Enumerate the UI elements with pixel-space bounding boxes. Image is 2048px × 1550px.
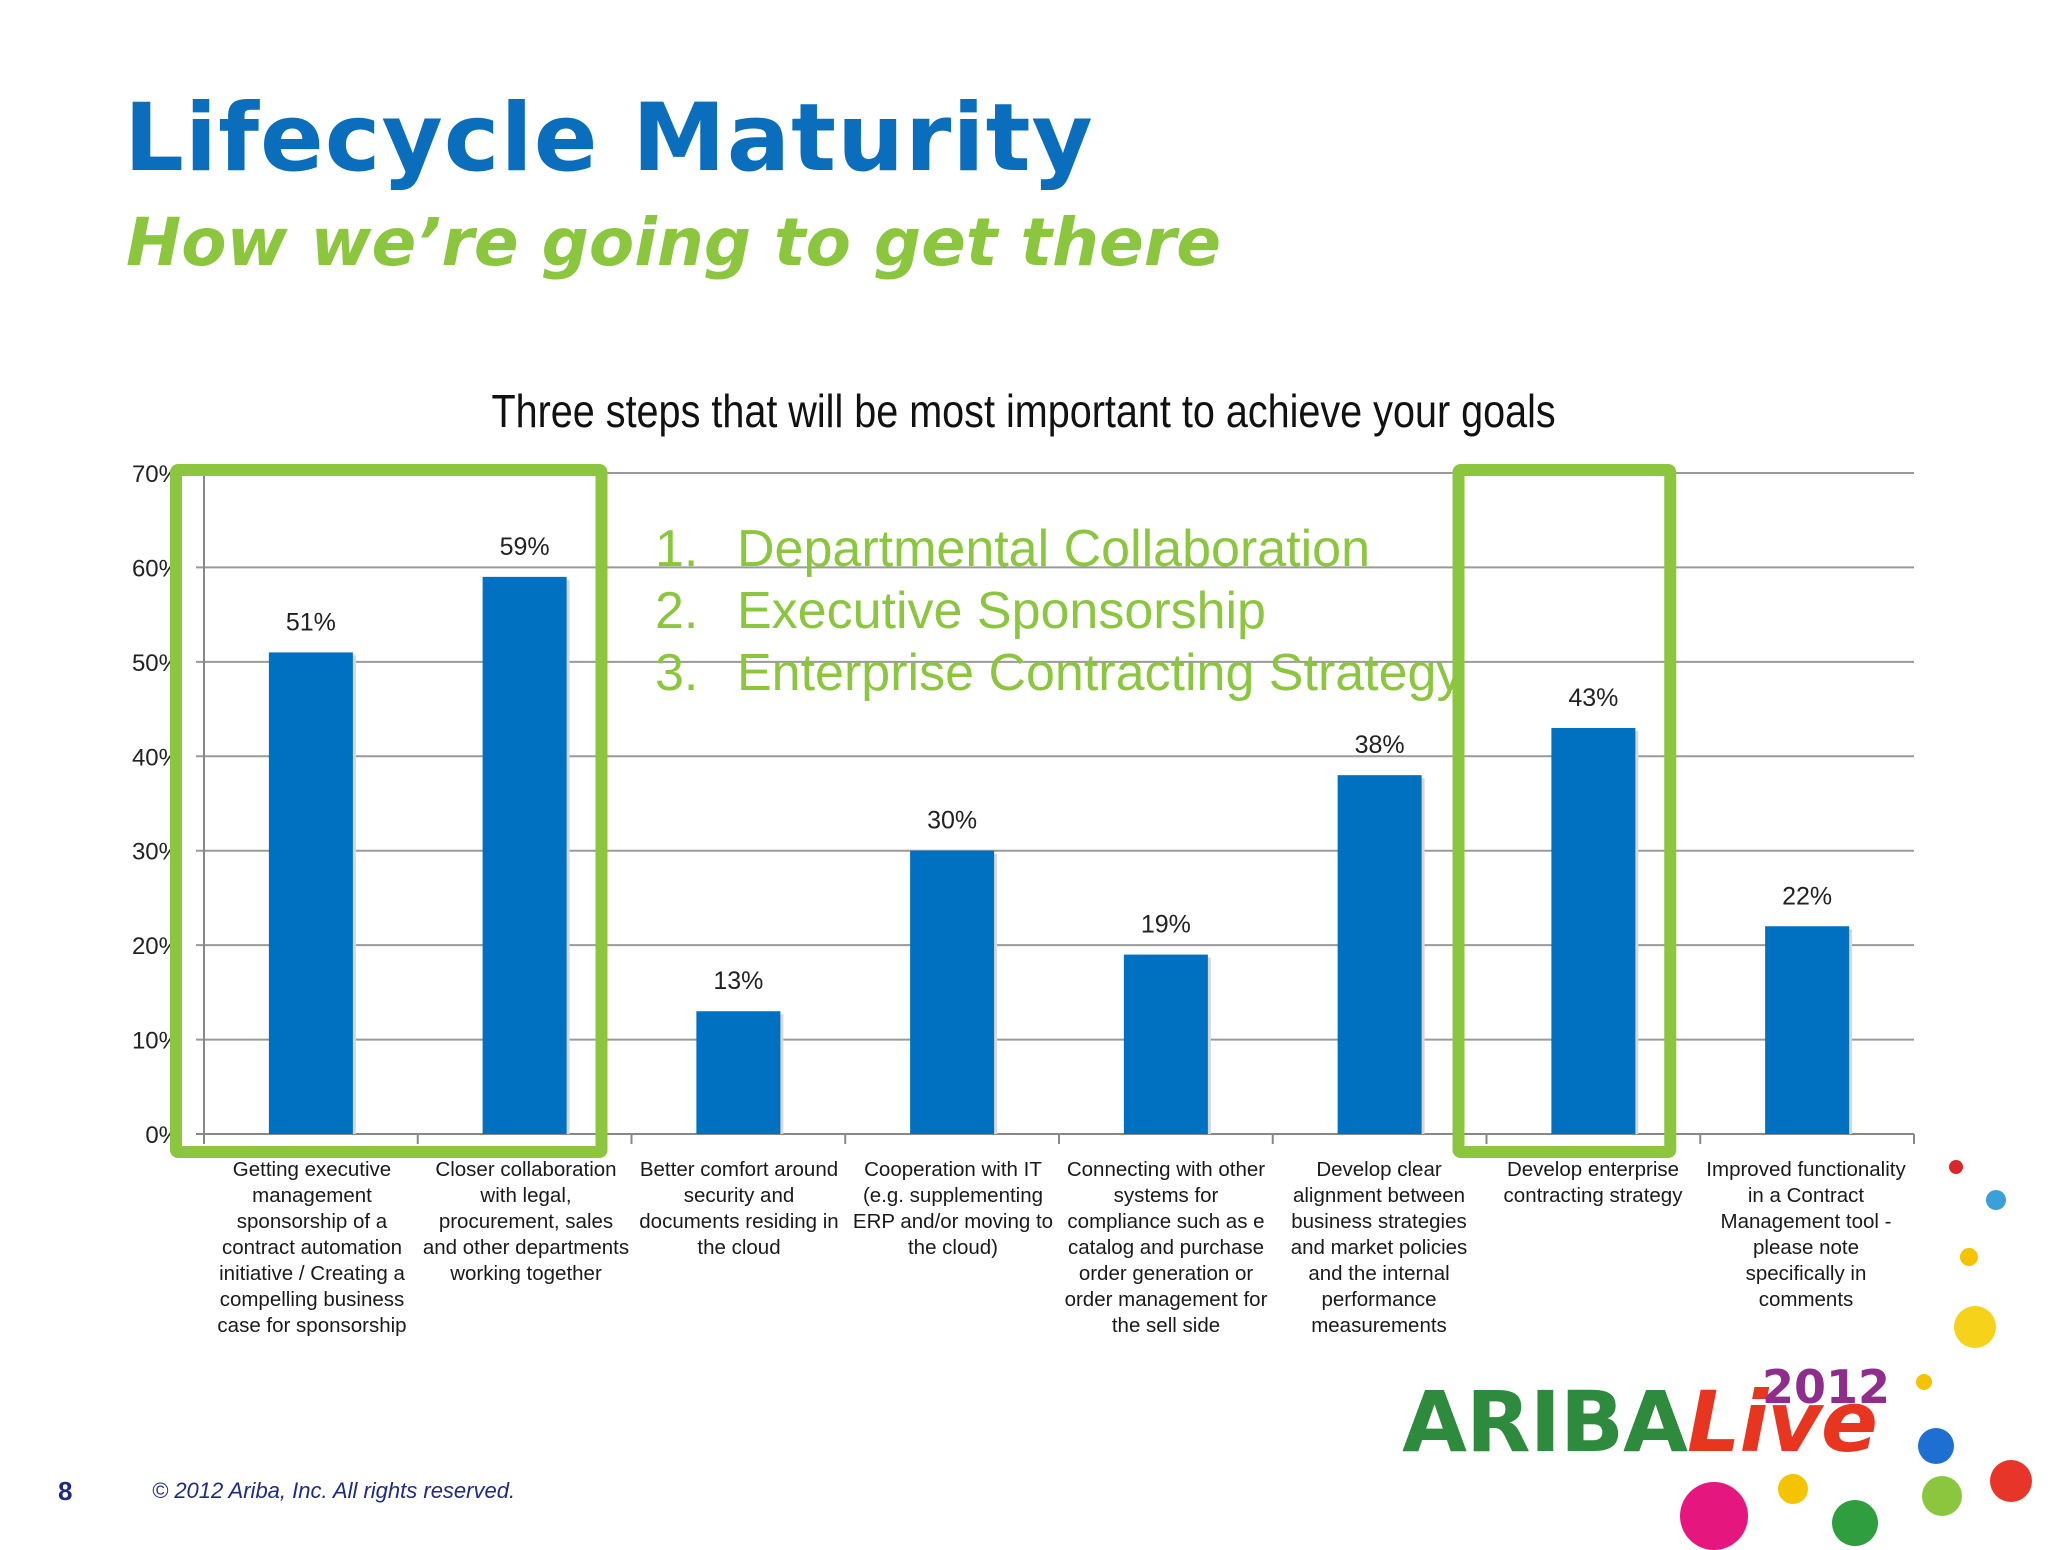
slide-title: Lifecycle Maturity bbox=[124, 84, 1094, 193]
data-label: 38% bbox=[1355, 731, 1405, 759]
dot bbox=[1986, 1190, 2006, 1210]
category-label-7: Develop enterprise contracting strategy bbox=[1503, 1158, 1683, 1207]
dot bbox=[1778, 1474, 1808, 1504]
priority-list: 1. Departmental Collaboration 2. Executive… bbox=[655, 518, 1462, 704]
data-label: 59% bbox=[500, 533, 550, 561]
bar bbox=[1551, 727, 1636, 1134]
category-label-6: Develop clear alignment between business… bbox=[1290, 1158, 1468, 1337]
bar bbox=[1337, 775, 1422, 1134]
bar bbox=[482, 576, 567, 1134]
bar bbox=[1123, 954, 1208, 1134]
priority-item-2: 2. Executive Sponsorship bbox=[655, 580, 1462, 642]
priority-text: Enterprise Contracting Strategy bbox=[737, 644, 1463, 702]
data-label: 51% bbox=[286, 608, 336, 636]
x-axis bbox=[203, 1134, 1915, 1144]
chart-title: Three steps that will be most important … bbox=[491, 385, 1556, 437]
bars bbox=[268, 576, 1853, 1134]
highlight-boxes bbox=[170, 464, 1677, 1158]
slide-subtitle: How we’re going to get there bbox=[126, 204, 1222, 281]
category-label-8: Improved functionality in a Contract Man… bbox=[1706, 1158, 1906, 1311]
highlight-box bbox=[170, 464, 608, 1158]
dot bbox=[1918, 1428, 1954, 1464]
dot bbox=[1680, 1482, 1748, 1550]
highlight-box bbox=[1452, 464, 1677, 1158]
data-labels: 51% 59% 13% 30% 19% 38% 43% 22% bbox=[286, 533, 1832, 995]
data-label: 19% bbox=[1141, 911, 1191, 939]
priority-text: Executive Sponsorship bbox=[737, 582, 1266, 640]
dot bbox=[1960, 1248, 1978, 1266]
copyright: © 2012 Ariba, Inc. All rights reserved. bbox=[152, 1478, 516, 1503]
category-label-4: Cooperation with IT (e.g. supplementing … bbox=[852, 1158, 1054, 1259]
priority-item-1: 1. Departmental Collaboration bbox=[655, 518, 1462, 580]
dot bbox=[1832, 1500, 1878, 1546]
logo-brand: ARIBA bbox=[1402, 1373, 1688, 1471]
data-label: 43% bbox=[1568, 684, 1618, 712]
data-label: 30% bbox=[927, 807, 977, 835]
priority-number: 3. bbox=[655, 644, 699, 702]
dot bbox=[1954, 1306, 1996, 1348]
dot bbox=[1922, 1476, 1962, 1516]
page-number: 8 bbox=[58, 1476, 73, 1506]
dot bbox=[1990, 1460, 2032, 1502]
data-label: 22% bbox=[1782, 882, 1832, 910]
bar bbox=[268, 652, 353, 1134]
category-label-1: Getting executive management sponsorship… bbox=[217, 1158, 407, 1337]
dot bbox=[1949, 1160, 1963, 1174]
category-label-3: Better comfort around security and docum… bbox=[639, 1158, 839, 1259]
priority-text: Departmental Collaboration bbox=[737, 520, 1371, 578]
bar bbox=[1765, 926, 1850, 1134]
bar bbox=[910, 850, 995, 1134]
logo-wordmark: ARIBALive bbox=[1402, 1380, 1878, 1464]
priority-number: 1. bbox=[655, 520, 699, 578]
priority-item-3: 3. Enterprise Contracting Strategy bbox=[655, 642, 1462, 704]
priority-number: 2. bbox=[655, 582, 699, 640]
data-label: 13% bbox=[713, 967, 763, 995]
dot bbox=[1916, 1374, 1932, 1390]
logo-year: 2012 bbox=[1762, 1360, 1891, 1414]
category-label-5: Connecting with other systems for compli… bbox=[1064, 1158, 1268, 1337]
logo-event: Live bbox=[1686, 1373, 1878, 1471]
bar bbox=[696, 1011, 781, 1134]
category-label-2: Closer collaboration with legal, procure… bbox=[422, 1158, 630, 1285]
